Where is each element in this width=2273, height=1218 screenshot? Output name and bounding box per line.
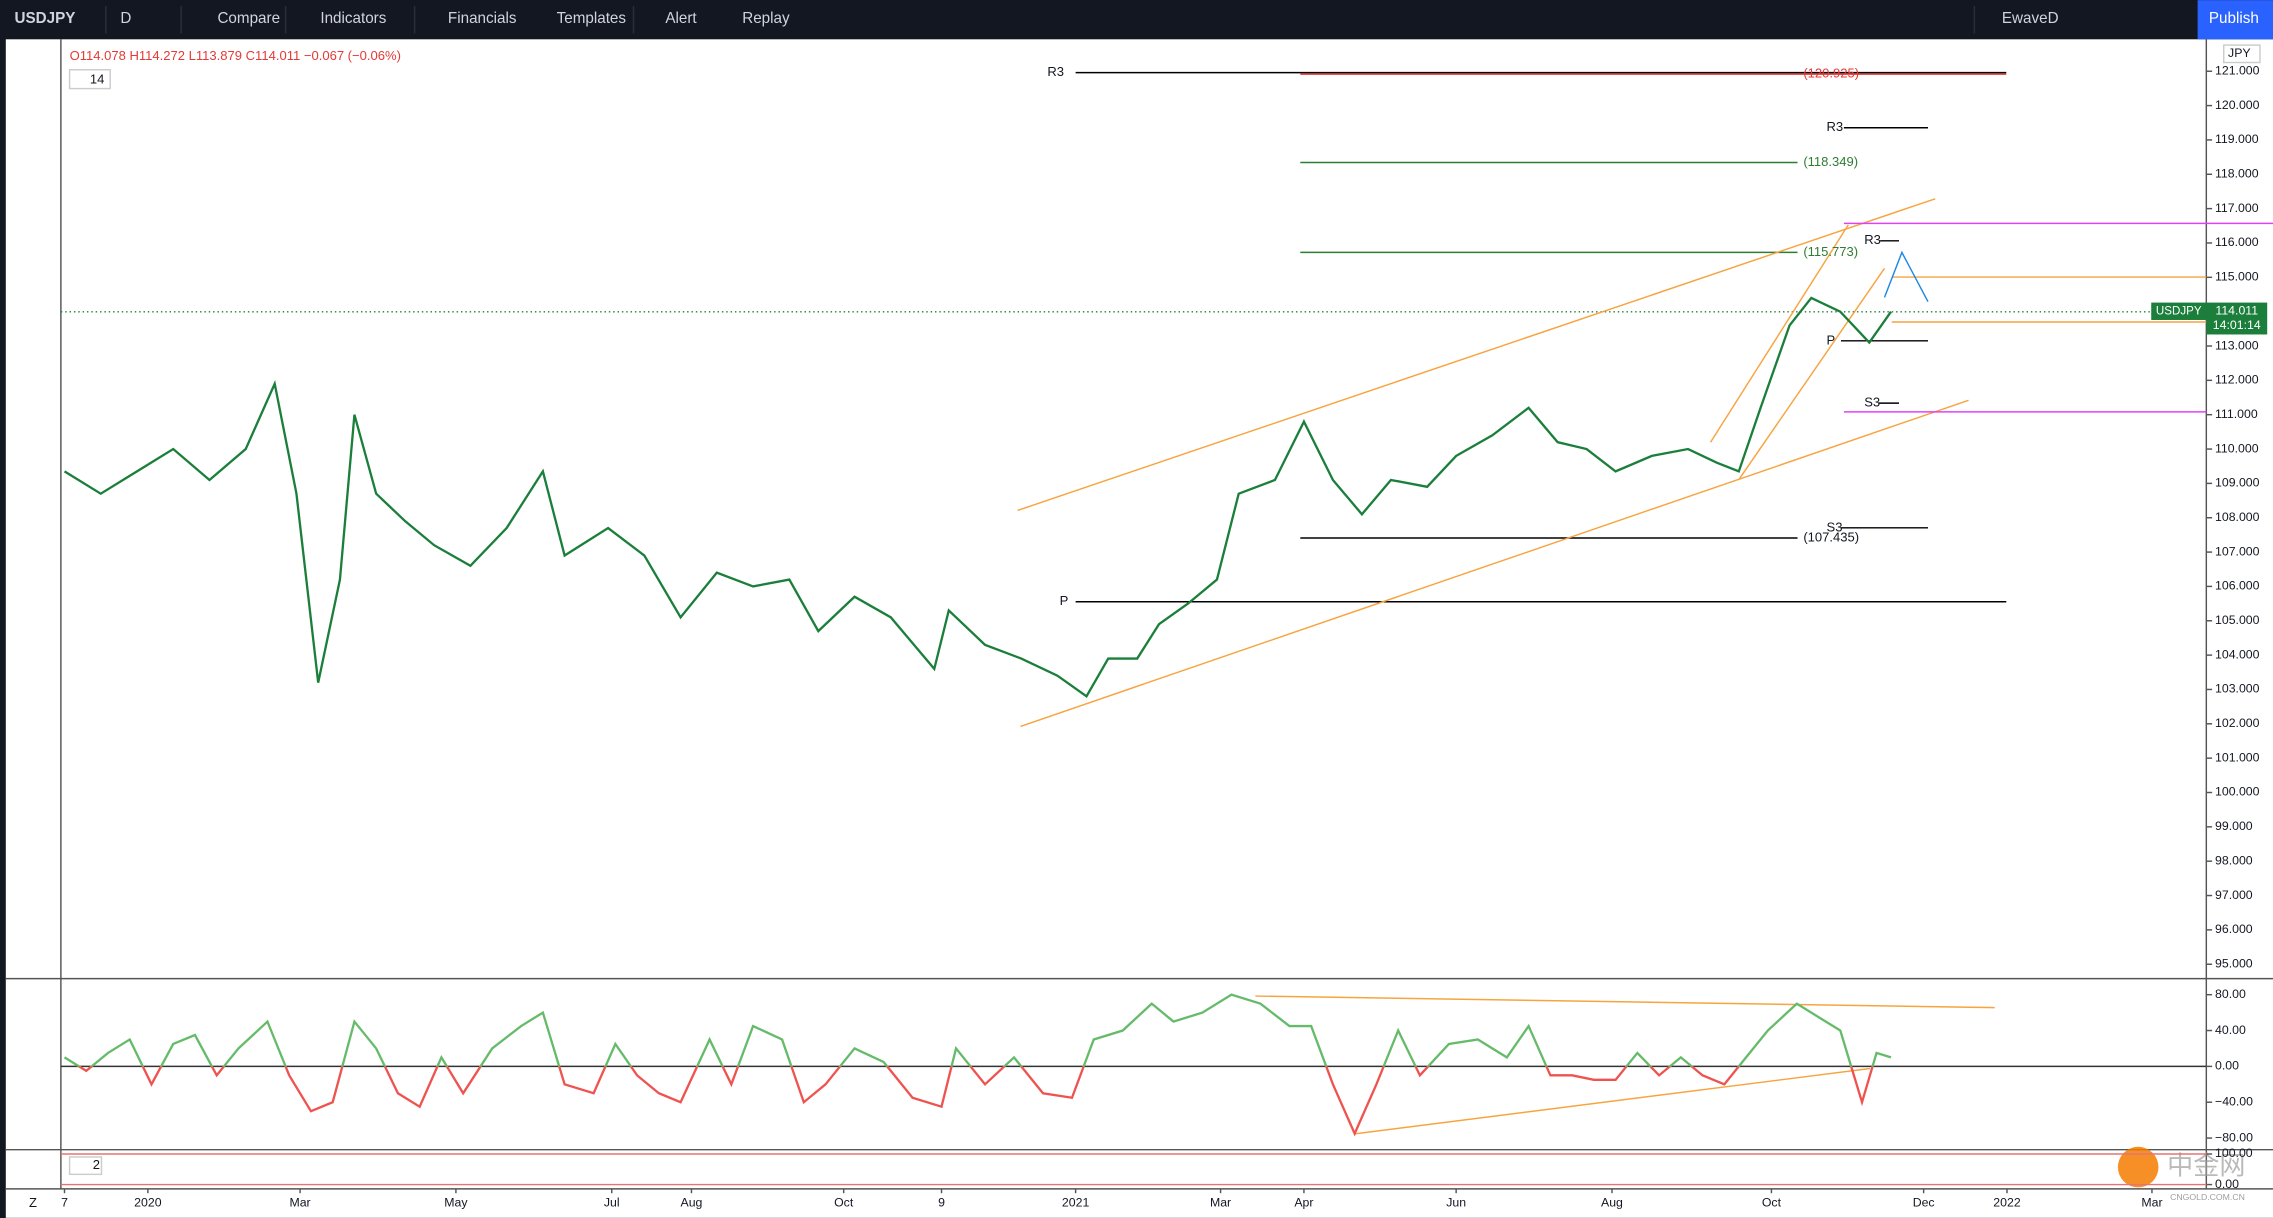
x-tick-label: 9 <box>938 1196 945 1210</box>
alert-button[interactable]: Alert <box>665 10 697 27</box>
x-tick-label: Aug <box>681 1196 703 1210</box>
pivot-label: P <box>1827 332 1836 347</box>
x-tick-label: 2022 <box>1993 1196 2021 1210</box>
templates-button[interactable]: Templates <box>557 10 627 27</box>
indicator-length[interactable]: 14 <box>90 71 104 86</box>
y-tick-label: 99.000 <box>2215 819 2253 833</box>
y-tick-label: 97.000 <box>2215 888 2253 902</box>
currency-label[interactable]: JPY <box>2228 46 2251 60</box>
drawings <box>1017 71 2273 1135</box>
x-tick-label: Oct <box>1762 1196 1782 1210</box>
pivot-label: R3 <box>1827 119 1844 134</box>
y-tick-label: 112.000 <box>2215 373 2259 387</box>
y-tick-label: 100.000 <box>2215 785 2260 799</box>
y-tick-label: 104.000 <box>2215 647 2260 661</box>
symbol-button[interactable]: USDJPY <box>14 10 75 27</box>
y-tick-label: 119.000 <box>2215 132 2259 146</box>
y-tick-label: 96.000 <box>2215 922 2253 936</box>
x-tick-label: Jun <box>1446 1196 1466 1210</box>
y-tick-label: 116.000 <box>2215 235 2259 249</box>
compare-button[interactable]: Compare <box>217 10 280 27</box>
level-label: (115.773) <box>1803 244 1858 259</box>
x-tick-label: 2021 <box>1062 1196 1090 1210</box>
x-tick-label: Mar <box>2141 1196 2162 1210</box>
y-tick-label: 121.000 <box>2215 63 2260 77</box>
y-tick-label: 0.00 <box>2215 1177 2239 1191</box>
y-tick-label: 105.000 <box>2215 613 2260 627</box>
series-line <box>63 993 1892 1137</box>
interval-button[interactable]: D <box>120 10 131 27</box>
replay-button[interactable]: Replay <box>742 10 790 27</box>
panel-frames <box>5 39 2273 1190</box>
y-tick-label: 117.000 <box>2215 201 2259 215</box>
ohlc-legend: O114.078 H114.272 L113.879 C114.011 −0.0… <box>70 48 401 63</box>
watermark-icon <box>2117 1146 2159 1188</box>
y-tick-label: 110.000 <box>2215 441 2259 455</box>
series-line <box>63 296 1892 699</box>
indicator-toggle[interactable] <box>68 69 111 90</box>
panel-toggle[interactable] <box>68 1156 103 1176</box>
publish-label[interactable]: Publish <box>2209 10 2259 27</box>
y-tick-label: 0.00 <box>2215 1059 2239 1073</box>
y-tick-label: 102.000 <box>2215 716 2260 730</box>
y-tick-label: 111.000 <box>2215 407 2258 421</box>
y-tick-label: 106.000 <box>2215 579 2260 593</box>
x-tick-label: May <box>444 1196 468 1210</box>
pivot-label: S3 <box>1864 395 1880 410</box>
pivot-label: R3 <box>1864 232 1881 247</box>
x-tick-label: Dec <box>1913 1196 1935 1210</box>
publish-button[interactable] <box>2197 0 2273 40</box>
x-tick-label: Aug <box>1601 1196 1623 1210</box>
currency-box[interactable] <box>2222 44 2261 64</box>
pivot-label: S3 <box>1827 519 1843 534</box>
last-price-tag <box>2206 302 2268 335</box>
y-tick-label: 108.000 <box>2215 510 2260 524</box>
countdown: 14:01:14 <box>2213 318 2261 332</box>
watermark-logo: 中金网 <box>2167 1152 2245 1182</box>
x-tick-label: Jul <box>604 1196 620 1210</box>
x-tick-label: 2020 <box>134 1196 162 1210</box>
timezone-button[interactable]: Z <box>29 1195 37 1210</box>
x-tick-label: 7 <box>61 1196 68 1210</box>
x-tick-label: Mar <box>289 1196 310 1210</box>
level-label: (107.435) <box>1803 529 1859 544</box>
y-tick-label: 118.000 <box>2215 167 2259 181</box>
x-tick-label: Oct <box>834 1196 854 1210</box>
last-price: 114.011 <box>2215 304 2258 318</box>
y-tick-label: 80.00 <box>2215 987 2246 1001</box>
y-tick-label: 98.000 <box>2215 853 2253 867</box>
y-tick-label: 40.00 <box>2215 1023 2246 1037</box>
y-tick-label: 109.000 <box>2215 476 2260 490</box>
toolbar <box>0 0 2273 40</box>
y-tick-label: 113.000 <box>2215 338 2259 352</box>
y-tick-label: −80.00 <box>2215 1130 2253 1144</box>
indicators-button[interactable]: Indicators <box>320 10 386 27</box>
watermark-site: CNGOLD.COM.CN <box>2170 1192 2245 1202</box>
y-tick-label: 100.00 <box>2215 1146 2253 1160</box>
symbol-tag <box>2151 302 2207 320</box>
level-label: (120.925) <box>1803 66 1859 81</box>
pivot-label: R3 <box>1047 64 1064 79</box>
chart-area <box>5 39 2273 1218</box>
symbol-tag-label: USDJPY <box>2156 305 2202 317</box>
y-tick-label: 107.000 <box>2215 544 2260 558</box>
x-tick-label: Mar <box>1210 1196 1231 1210</box>
level-label: (118.349) <box>1803 154 1858 169</box>
y-tick-label: 120.000 <box>2215 98 2260 112</box>
toolbar-separators <box>105 5 1976 34</box>
y-tick-label: 103.000 <box>2215 682 2260 696</box>
y-tick-label: −40.00 <box>2215 1094 2253 1108</box>
panel-label[interactable]: 2 <box>93 1157 100 1172</box>
y-tick-label: 95.000 <box>2215 956 2253 970</box>
financials-button[interactable]: Financials <box>448 10 517 27</box>
y-tick-label: 115.000 <box>2215 270 2259 284</box>
pivot-label: P <box>1060 593 1069 608</box>
layout-button[interactable]: EwaveD <box>2002 10 2059 27</box>
y-tick-label: 101.000 <box>2215 750 2260 764</box>
x-tick-label: Apr <box>1294 1196 1313 1210</box>
